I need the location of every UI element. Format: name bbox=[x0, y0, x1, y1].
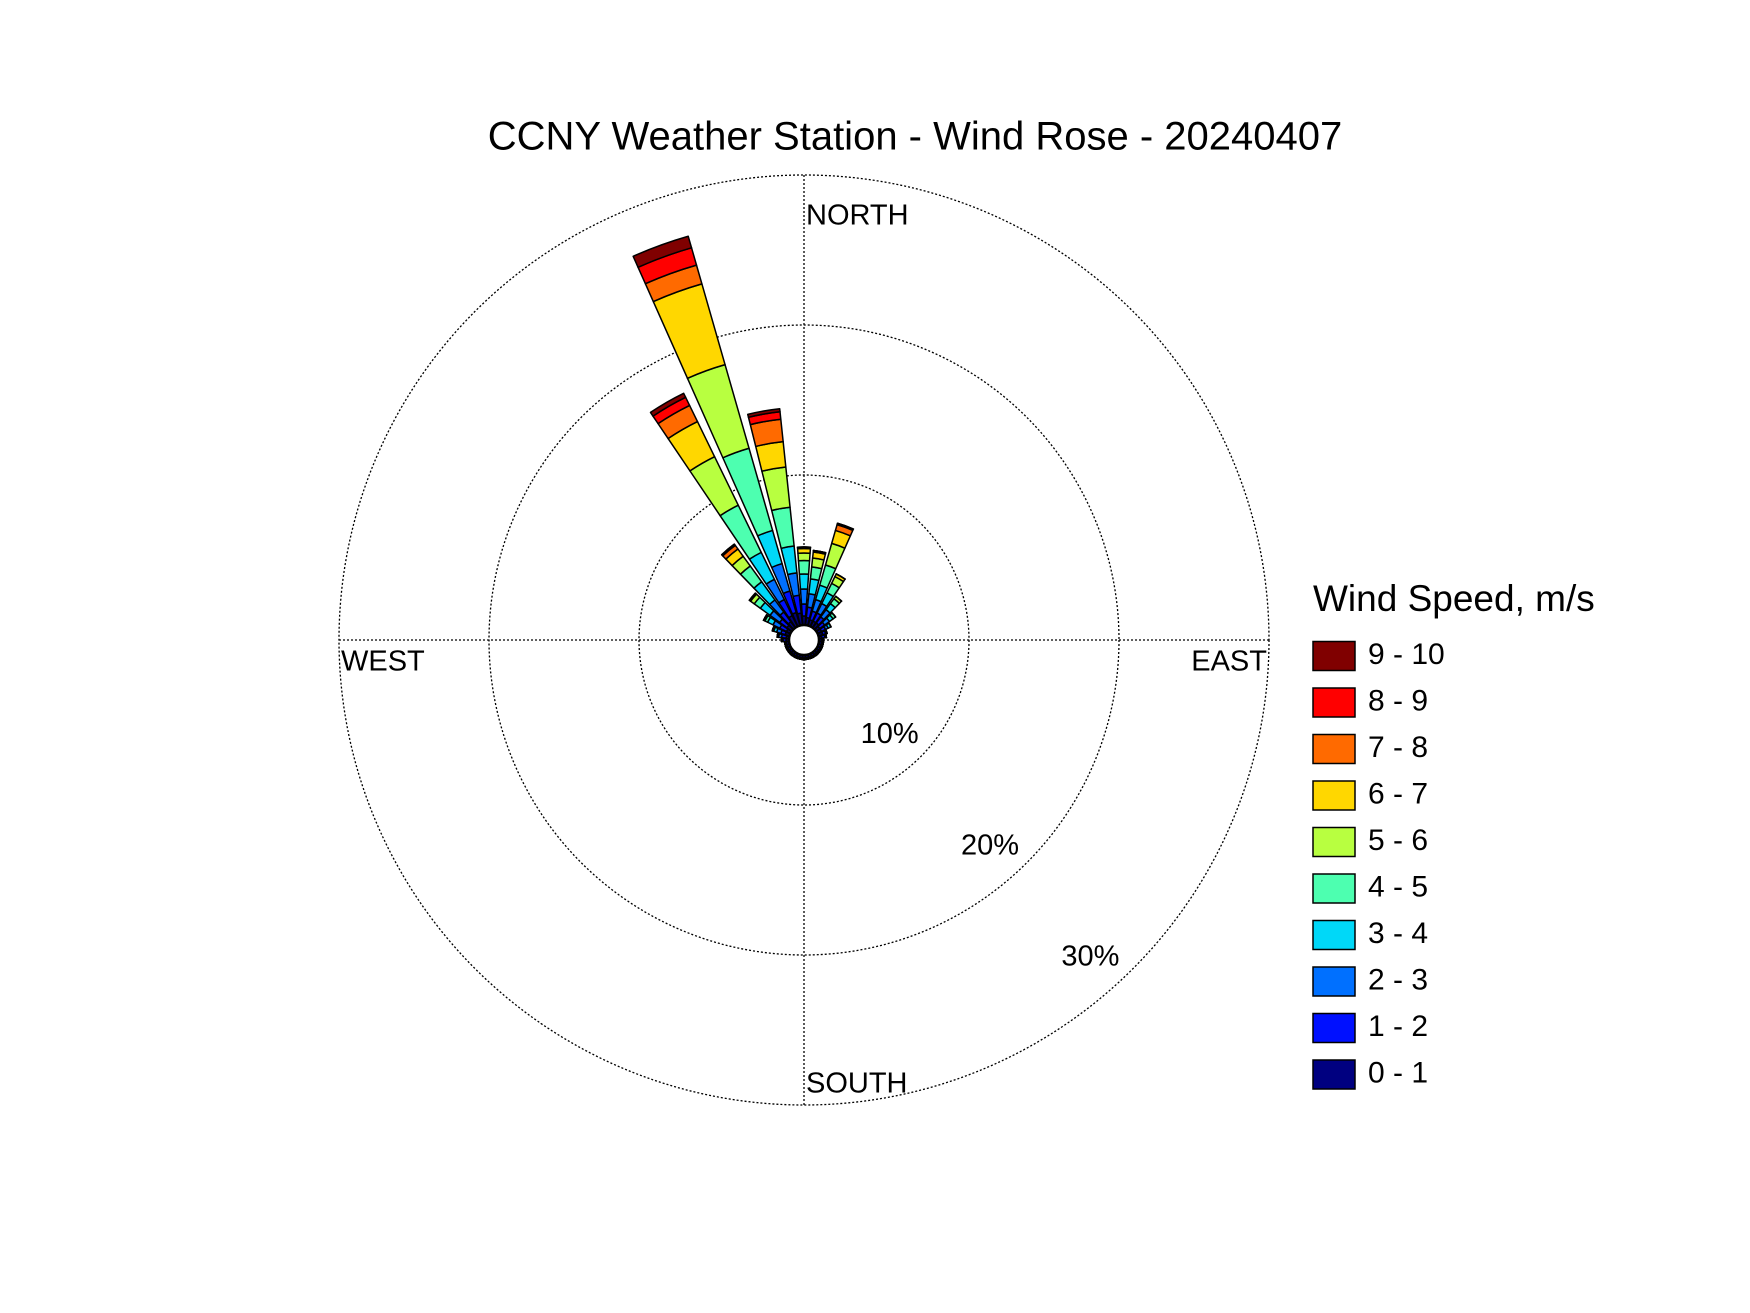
direction-label: WEST bbox=[341, 646, 425, 678]
wedge-segment bbox=[762, 614, 768, 622]
wedge-segment bbox=[825, 629, 828, 635]
wedge-segment bbox=[808, 657, 813, 660]
legend-label: 7 - 8 bbox=[1368, 731, 1428, 764]
wedge-segment bbox=[831, 612, 837, 618]
wedge-segment bbox=[649, 392, 687, 417]
center-hole bbox=[787, 623, 821, 657]
wedge-segment bbox=[784, 644, 787, 649]
legend-swatch bbox=[1312, 826, 1356, 858]
legend-swatch bbox=[1312, 1059, 1356, 1090]
wedge-segment bbox=[828, 622, 832, 628]
wedge-segment bbox=[720, 543, 736, 556]
legend-label: 6 - 7 bbox=[1368, 777, 1428, 810]
legend-label: 8 - 9 bbox=[1368, 684, 1428, 717]
wedge-segment bbox=[798, 573, 810, 590]
wedge-segment bbox=[795, 657, 800, 660]
wedge-segment bbox=[825, 633, 828, 639]
wedge-segment bbox=[632, 235, 693, 269]
direction-label: EAST bbox=[1191, 646, 1267, 678]
wedge-segment bbox=[797, 559, 811, 575]
wedge-segment bbox=[771, 625, 775, 632]
wedge-segment bbox=[797, 552, 811, 562]
legend-label: 5 - 6 bbox=[1368, 824, 1428, 857]
wedge-segment bbox=[834, 595, 843, 602]
wedge-segment bbox=[835, 573, 846, 580]
r-tick-label: 30% bbox=[1061, 941, 1119, 973]
legend-swatch bbox=[1312, 873, 1356, 904]
wedge-segment bbox=[821, 644, 824, 649]
wedge-segment bbox=[748, 592, 757, 602]
wedge-segment bbox=[799, 588, 809, 605]
legend-label: 1 - 2 bbox=[1368, 1010, 1428, 1043]
legend-label: 2 - 3 bbox=[1368, 963, 1428, 996]
legend-swatch bbox=[1312, 1012, 1356, 1044]
direction-label: SOUTH bbox=[806, 1068, 908, 1100]
chart-title: CCNY Weather Station - Wind Rose - 20240… bbox=[488, 115, 1343, 159]
wedge-segment bbox=[776, 632, 779, 638]
legend-label: 0 - 1 bbox=[1368, 1056, 1428, 1089]
legend-label: 9 - 10 bbox=[1368, 638, 1445, 671]
r-tick-label: 10% bbox=[861, 718, 919, 750]
legend-swatch bbox=[1312, 966, 1356, 997]
wedge-segment bbox=[800, 603, 808, 617]
r-tick-label: 20% bbox=[961, 829, 1019, 861]
wedge-segment bbox=[747, 408, 781, 419]
legend-title: Wind Speed, m/s bbox=[1313, 578, 1595, 619]
wedge-segment bbox=[836, 522, 855, 530]
legend-swatch bbox=[1312, 780, 1356, 811]
legend-label: 3 - 4 bbox=[1368, 917, 1428, 950]
legend-swatch bbox=[1312, 640, 1356, 672]
direction-label: NORTH bbox=[806, 200, 909, 232]
legend-label: 4 - 5 bbox=[1368, 870, 1428, 903]
wedge-segment bbox=[812, 549, 827, 554]
legend-swatch bbox=[1312, 687, 1356, 718]
legend-swatch bbox=[1312, 733, 1356, 765]
legend-swatch bbox=[1312, 919, 1356, 951]
